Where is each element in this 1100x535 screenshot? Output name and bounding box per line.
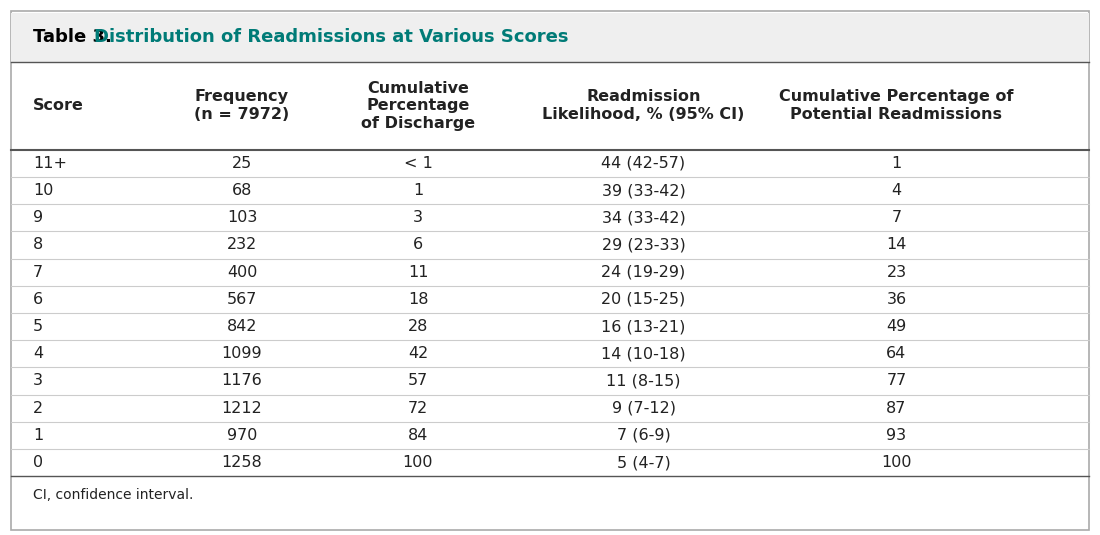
Text: 10: 10 bbox=[33, 183, 54, 198]
Text: 16 (13-21): 16 (13-21) bbox=[602, 319, 685, 334]
Text: 57: 57 bbox=[408, 373, 428, 388]
Text: 18: 18 bbox=[408, 292, 428, 307]
Text: 6: 6 bbox=[33, 292, 43, 307]
Text: Cumulative
Percentage
of Discharge: Cumulative Percentage of Discharge bbox=[361, 81, 475, 131]
Text: 100: 100 bbox=[403, 455, 433, 470]
Text: 44 (42-57): 44 (42-57) bbox=[602, 156, 685, 171]
Text: 14 (10-18): 14 (10-18) bbox=[602, 346, 685, 361]
Text: 3: 3 bbox=[33, 373, 43, 388]
Text: Cumulative Percentage of
Potential Readmissions: Cumulative Percentage of Potential Readm… bbox=[779, 89, 1014, 122]
Text: 0: 0 bbox=[33, 455, 43, 470]
Text: 2: 2 bbox=[33, 401, 43, 416]
Text: CI, confidence interval.: CI, confidence interval. bbox=[33, 488, 194, 502]
Text: 1: 1 bbox=[412, 183, 424, 198]
Text: 103: 103 bbox=[227, 210, 257, 225]
Text: 25: 25 bbox=[232, 156, 252, 171]
Text: 1: 1 bbox=[891, 156, 902, 171]
Text: Table 3.: Table 3. bbox=[33, 28, 118, 47]
Text: 34 (33-42): 34 (33-42) bbox=[602, 210, 685, 225]
Text: 42: 42 bbox=[408, 346, 428, 361]
Text: 8: 8 bbox=[33, 238, 43, 253]
Text: 1258: 1258 bbox=[221, 455, 263, 470]
Text: 232: 232 bbox=[227, 238, 257, 253]
Text: 6: 6 bbox=[412, 238, 424, 253]
Text: 100: 100 bbox=[881, 455, 912, 470]
Text: 5: 5 bbox=[33, 319, 43, 334]
Text: 1: 1 bbox=[33, 428, 43, 443]
Text: 1176: 1176 bbox=[221, 373, 263, 388]
Text: 4: 4 bbox=[891, 183, 902, 198]
Text: 7 (6-9): 7 (6-9) bbox=[617, 428, 670, 443]
FancyBboxPatch shape bbox=[11, 11, 1089, 530]
Text: 24 (19-29): 24 (19-29) bbox=[602, 265, 685, 280]
Text: 9: 9 bbox=[33, 210, 43, 225]
Text: 11 (8-15): 11 (8-15) bbox=[606, 373, 681, 388]
Text: 1099: 1099 bbox=[222, 346, 262, 361]
Text: 14: 14 bbox=[887, 238, 906, 253]
Text: 64: 64 bbox=[887, 346, 906, 361]
Text: Score: Score bbox=[33, 98, 84, 113]
Text: 11: 11 bbox=[408, 265, 428, 280]
Text: 5 (4-7): 5 (4-7) bbox=[617, 455, 670, 470]
Text: 49: 49 bbox=[887, 319, 906, 334]
Text: 7: 7 bbox=[33, 265, 43, 280]
Text: 11+: 11+ bbox=[33, 156, 67, 171]
Text: 842: 842 bbox=[227, 319, 257, 334]
Text: 68: 68 bbox=[232, 183, 252, 198]
Text: 7: 7 bbox=[891, 210, 902, 225]
Text: 77: 77 bbox=[887, 373, 906, 388]
Text: Frequency
(n = 7972): Frequency (n = 7972) bbox=[195, 89, 289, 122]
Text: 9 (7-12): 9 (7-12) bbox=[612, 401, 675, 416]
Text: 3: 3 bbox=[412, 210, 424, 225]
FancyBboxPatch shape bbox=[11, 13, 1089, 62]
Text: 93: 93 bbox=[887, 428, 906, 443]
Text: 28: 28 bbox=[408, 319, 428, 334]
Text: Readmission
Likelihood, % (95% CI): Readmission Likelihood, % (95% CI) bbox=[542, 89, 745, 122]
Text: 39 (33-42): 39 (33-42) bbox=[602, 183, 685, 198]
Text: Distribution of Readmissions at Various Scores: Distribution of Readmissions at Various … bbox=[94, 28, 569, 47]
Text: 970: 970 bbox=[227, 428, 257, 443]
Text: 72: 72 bbox=[408, 401, 428, 416]
Text: 36: 36 bbox=[887, 292, 906, 307]
Text: 87: 87 bbox=[887, 401, 906, 416]
Text: 29 (23-33): 29 (23-33) bbox=[602, 238, 685, 253]
Text: < 1: < 1 bbox=[404, 156, 432, 171]
Text: 567: 567 bbox=[227, 292, 257, 307]
Text: 400: 400 bbox=[227, 265, 257, 280]
Text: 20 (15-25): 20 (15-25) bbox=[602, 292, 685, 307]
Text: 1212: 1212 bbox=[221, 401, 263, 416]
Text: 23: 23 bbox=[887, 265, 906, 280]
Text: 84: 84 bbox=[408, 428, 428, 443]
Text: 4: 4 bbox=[33, 346, 43, 361]
